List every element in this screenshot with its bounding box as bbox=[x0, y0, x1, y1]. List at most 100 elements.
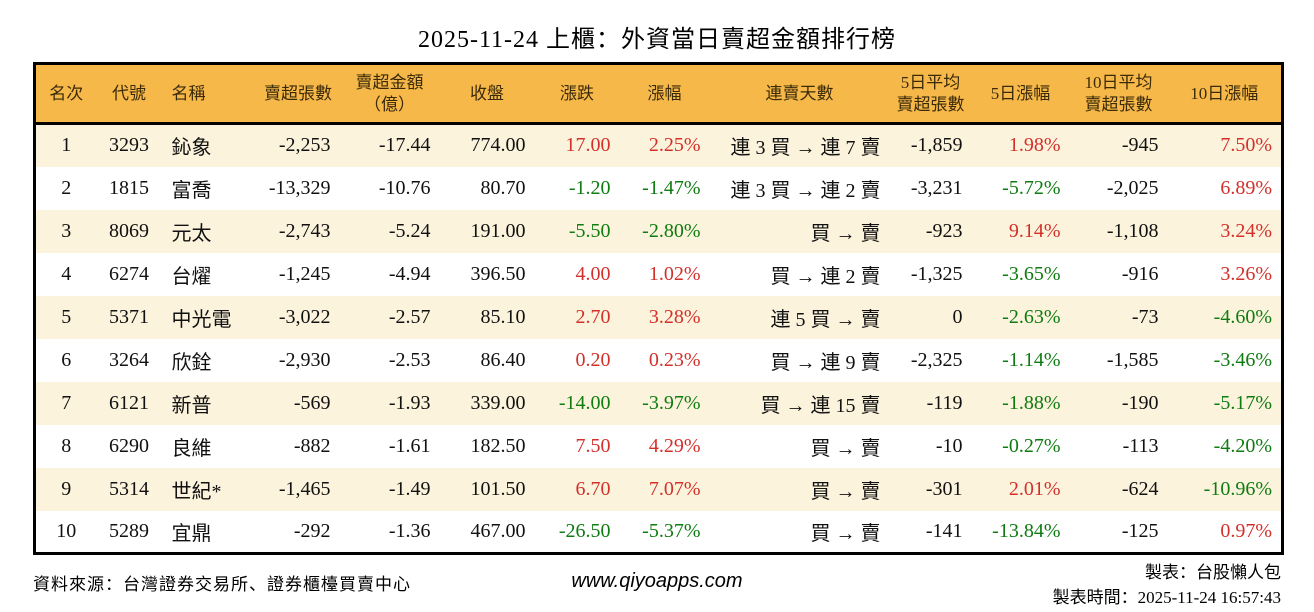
table-row: 7 6121 新普 -569 -1.93 339.00 -14.00 -3.97% 買 → 連 … bbox=[34, 381, 1283, 425]
cell-avg5-volume: -2,325 bbox=[910, 348, 963, 371]
cell-name: 台燿 bbox=[171, 265, 212, 288]
cell-code: 5289 bbox=[109, 519, 149, 542]
cell-pct10: 3.24% bbox=[1220, 219, 1272, 242]
cell-change: 17.00 bbox=[565, 134, 611, 157]
cell-streak: 買 → 連 2 賣 bbox=[770, 265, 881, 288]
cell-pct5: 2.01% bbox=[1008, 477, 1061, 500]
col-header-name: 名稱 bbox=[161, 63, 257, 125]
cell-avg10-volume: -190 bbox=[1121, 391, 1159, 414]
cell-change-pct: -1.47% bbox=[642, 176, 701, 199]
cell-change: 0.20 bbox=[575, 348, 611, 371]
ranking-table: 名次 代號 名稱 賣超張數 賣超金額 （億） 收盤 漲跌 漲幅 連賣天數 5日平… bbox=[33, 62, 1284, 555]
cell-sell-amount: -1.93 bbox=[388, 391, 431, 414]
data-source-text: 資料來源：台灣證券交易所、證券櫃檯買賣中心 bbox=[33, 575, 411, 594]
cell-pct10: -10.96% bbox=[1203, 477, 1272, 500]
cell-change: 7.50 bbox=[575, 434, 611, 457]
col-header-pct5: 5日漲幅 bbox=[971, 63, 1070, 125]
cell-rank: 1 bbox=[61, 134, 72, 157]
cell-sell-volume: -1,465 bbox=[278, 477, 331, 500]
cell-sell-amount: -5.24 bbox=[388, 219, 431, 242]
col-header-streak: 連賣天數 bbox=[709, 63, 890, 125]
header-row: 名次 代號 名稱 賣超張數 賣超金額 （億） 收盤 漲跌 漲幅 連賣天數 5日平… bbox=[34, 63, 1283, 125]
cell-streak: 買 → 連 15 賣 bbox=[760, 394, 881, 417]
col-header-avg5-volume: 5日平均 賣超張數 bbox=[889, 63, 972, 125]
cell-sell-amount: -2.57 bbox=[388, 305, 431, 328]
cell-code: 6121 bbox=[109, 391, 149, 414]
cell-avg5-volume: -1,325 bbox=[910, 262, 963, 285]
cell-change: 4.00 bbox=[575, 262, 611, 285]
table-row: 4 6274 台燿 -1,245 -4.94 396.50 4.00 1.02% 買 → 連 2… bbox=[34, 252, 1283, 296]
made-by-block: 製表：台股懶人包 製表時間：2025-11-24 16:57:43 bbox=[1053, 561, 1281, 610]
cell-pct5: -3.65% bbox=[1002, 262, 1061, 285]
cell-sell-volume: -882 bbox=[293, 434, 331, 457]
cell-close: 86.40 bbox=[480, 348, 526, 371]
col-header-avg10-volume: 10日平均 賣超張數 bbox=[1069, 63, 1168, 125]
cell-rank: 8 bbox=[61, 434, 72, 457]
cell-pct10: -4.60% bbox=[1213, 305, 1272, 328]
cell-change-pct: -3.97% bbox=[642, 391, 701, 414]
cell-streak: 連 3 買 → 連 7 賣 bbox=[730, 137, 881, 160]
table-row: 10 5289 宜鼎 -292 -1.36 467.00 -26.50 -5.37% 買 → 賣… bbox=[34, 510, 1283, 554]
cell-sell-amount: -2.53 bbox=[388, 348, 431, 371]
cell-name: 宜鼎 bbox=[171, 522, 212, 545]
cell-pct10: 6.89% bbox=[1220, 176, 1272, 199]
cell-close: 339.00 bbox=[470, 391, 526, 414]
made-by-text: 製表：台股懶人包 bbox=[1145, 563, 1281, 582]
cell-avg5-volume: -119 bbox=[926, 391, 963, 414]
cell-change-pct: 1.02% bbox=[648, 262, 701, 285]
cell-change-pct: 2.25% bbox=[648, 134, 701, 157]
cell-pct5: -1.88% bbox=[1002, 391, 1061, 414]
cell-sell-volume: -569 bbox=[293, 391, 331, 414]
col-header-rank: 名次 bbox=[34, 63, 97, 125]
cell-streak: 連 3 買 → 連 2 賣 bbox=[730, 179, 881, 202]
cell-pct10: 7.50% bbox=[1220, 134, 1272, 157]
cell-avg10-volume: -1,585 bbox=[1106, 348, 1159, 371]
cell-rank: 4 bbox=[61, 262, 72, 285]
cell-avg10-volume: -916 bbox=[1121, 262, 1159, 285]
cell-pct5: -0.27% bbox=[1002, 434, 1061, 457]
website-text: www.qiyoapps.com bbox=[571, 570, 743, 592]
cell-code: 8069 bbox=[109, 219, 149, 242]
cell-streak: 連 5 買 → 賣 bbox=[770, 308, 881, 331]
table-row: 9 5314 世紀* -1,465 -1.49 101.50 6.70 7.07% 買 → 賣 -… bbox=[34, 467, 1283, 511]
cell-sell-amount: -10.76 bbox=[378, 176, 431, 199]
cell-name: 新普 bbox=[171, 394, 212, 417]
cell-change: -1.20 bbox=[568, 176, 611, 199]
cell-avg10-volume: -125 bbox=[1121, 519, 1159, 542]
cell-avg5-volume: -923 bbox=[925, 219, 963, 242]
cell-sell-volume: -292 bbox=[293, 519, 331, 542]
cell-change-pct: 0.23% bbox=[648, 348, 701, 371]
cell-pct10: -5.17% bbox=[1213, 391, 1272, 414]
cell-pct5: 1.98% bbox=[1008, 134, 1061, 157]
cell-sell-amount: -4.94 bbox=[388, 262, 431, 285]
cell-avg5-volume: -1,859 bbox=[910, 134, 963, 157]
cell-sell-amount: -1.49 bbox=[388, 477, 431, 500]
cell-rank: 9 bbox=[61, 477, 72, 500]
cell-close: 80.70 bbox=[480, 176, 526, 199]
cell-close: 85.10 bbox=[480, 305, 526, 328]
cell-close: 396.50 bbox=[470, 262, 526, 285]
cell-change: -26.50 bbox=[558, 519, 611, 542]
cell-pct5: 9.14% bbox=[1008, 219, 1061, 242]
cell-close: 101.50 bbox=[470, 477, 526, 500]
table-row: 5 5371 中光電 -3,022 -2.57 85.10 2.70 3.28% 連 5 買 →… bbox=[34, 295, 1283, 339]
cell-close: 191.00 bbox=[470, 219, 526, 242]
cell-pct10: 0.97% bbox=[1220, 519, 1272, 542]
cell-change-pct: 7.07% bbox=[648, 477, 701, 500]
cell-avg10-volume: -2,025 bbox=[1106, 176, 1159, 199]
cell-avg5-volume: -10 bbox=[935, 434, 963, 457]
cell-avg10-volume: -624 bbox=[1121, 477, 1159, 500]
cell-pct5: -13.84% bbox=[992, 519, 1061, 542]
cell-close: 467.00 bbox=[470, 519, 526, 542]
cell-rank: 2 bbox=[61, 176, 72, 199]
col-header-change-pct: 漲幅 bbox=[619, 63, 710, 125]
table-row: 6 3264 欣銓 -2,930 -2.53 86.40 0.20 0.23% 買 → 連 9 … bbox=[34, 338, 1283, 382]
cell-close: 774.00 bbox=[470, 134, 526, 157]
cell-avg5-volume: -3,231 bbox=[910, 176, 963, 199]
cell-pct10: -3.46% bbox=[1213, 348, 1272, 371]
cell-sell-volume: -13,329 bbox=[268, 176, 331, 199]
cell-code: 6290 bbox=[109, 434, 149, 457]
cell-name: 欣銓 bbox=[171, 351, 212, 374]
cell-pct5: -1.14% bbox=[1002, 348, 1061, 371]
